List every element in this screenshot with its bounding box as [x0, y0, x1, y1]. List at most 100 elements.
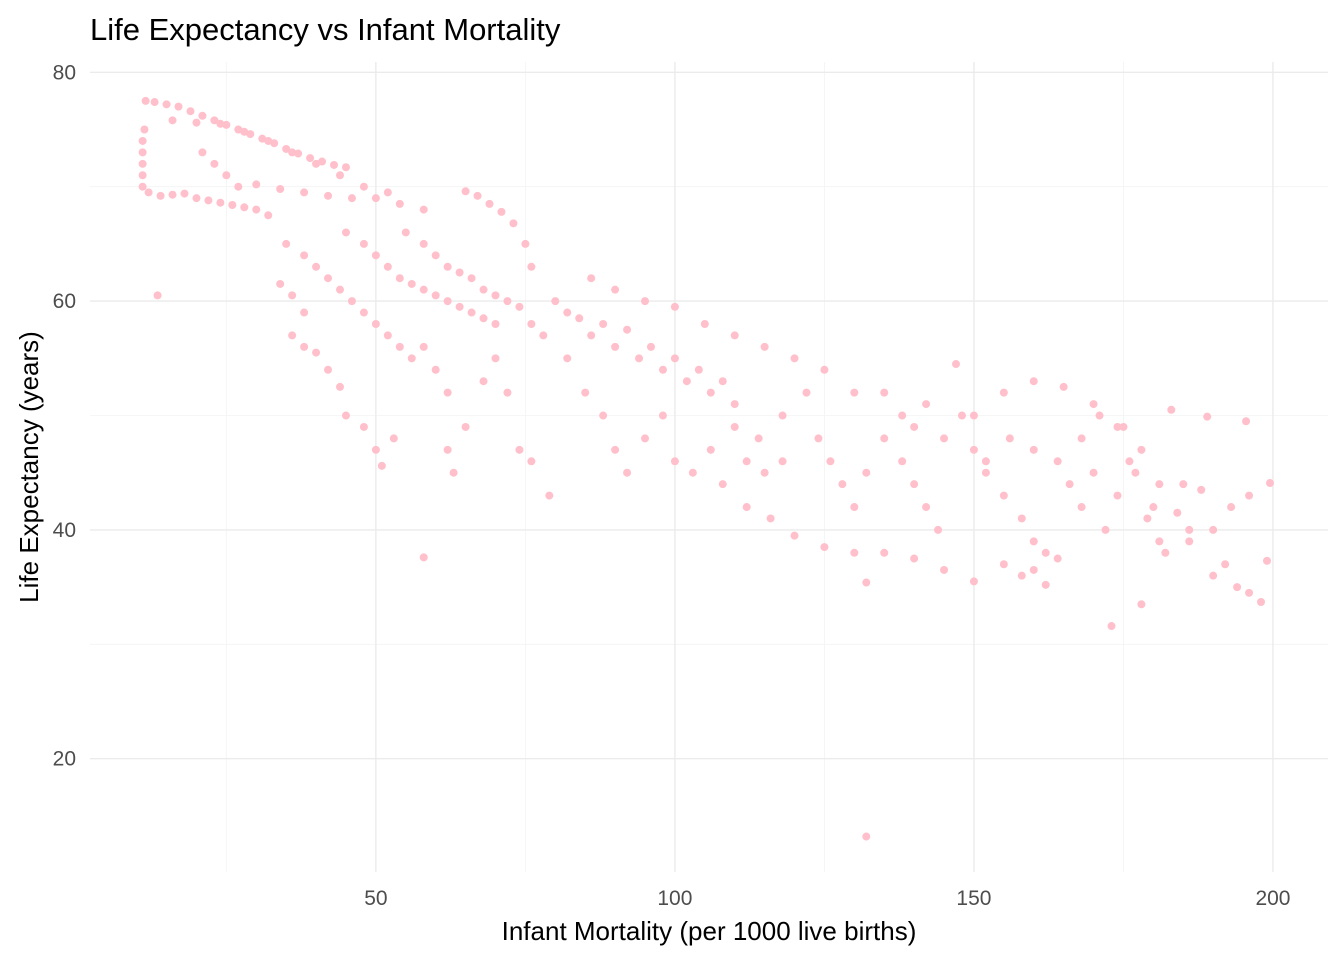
data-point [898, 411, 907, 420]
data-point [670, 457, 679, 466]
data-point [300, 251, 309, 260]
data-point [1119, 422, 1128, 431]
data-point [153, 291, 162, 300]
grid [90, 62, 1328, 872]
data-point [1185, 525, 1194, 534]
data-point [551, 297, 560, 306]
data-point [999, 491, 1008, 500]
data-point [706, 388, 715, 397]
data-point [1089, 468, 1098, 477]
data-point [371, 251, 380, 260]
data-point [910, 554, 919, 563]
data-point [204, 196, 213, 205]
data-point [1233, 583, 1242, 592]
data-point [981, 468, 990, 477]
data-point [359, 239, 368, 248]
data-point [443, 445, 452, 454]
data-point [742, 503, 751, 512]
data-point [168, 190, 177, 199]
data-point [730, 400, 739, 409]
data-point [479, 285, 488, 294]
data-point [1017, 514, 1026, 523]
data-point [240, 127, 249, 136]
data-point [1101, 525, 1110, 534]
data-point [282, 239, 291, 248]
x-axis-title: Infant Mortality (per 1000 live births) [502, 916, 917, 946]
data-point [294, 149, 303, 158]
data-point [1185, 537, 1194, 546]
data-point [395, 274, 404, 283]
data-point [431, 365, 440, 374]
data-point [276, 184, 285, 193]
data-point [623, 468, 632, 477]
data-point [330, 160, 339, 169]
data-point [1179, 480, 1188, 489]
data-point [999, 560, 1008, 569]
data-point [306, 154, 315, 163]
data-point [802, 388, 811, 397]
data-point [401, 228, 410, 237]
data-point [491, 319, 500, 328]
data-point [264, 211, 273, 220]
data-point [443, 297, 452, 306]
data-point [174, 102, 183, 111]
data-point [623, 325, 632, 334]
data-point [545, 491, 554, 500]
data-point [461, 422, 470, 431]
data-point [922, 400, 931, 409]
data-point [521, 239, 530, 248]
data-point [509, 219, 518, 228]
data-point [210, 159, 219, 168]
data-point [288, 291, 297, 300]
data-point [1113, 491, 1122, 500]
data-point [641, 434, 650, 443]
data-point [216, 119, 225, 128]
y-tick-label: 20 [53, 748, 76, 771]
data-point [461, 187, 470, 196]
chart-title: Life Expectancy vs Infant Mortality [90, 12, 561, 47]
data-point [670, 354, 679, 363]
data-point [467, 274, 476, 283]
data-point [826, 457, 835, 466]
x-tick-label: 150 [956, 887, 991, 910]
data-point [300, 342, 309, 351]
data-point [312, 262, 321, 271]
data-point [491, 354, 500, 363]
data-point [1155, 480, 1164, 489]
data-point [838, 480, 847, 489]
data-point [156, 191, 165, 200]
data-point [969, 577, 978, 586]
data-point [760, 468, 769, 477]
data-point [389, 434, 398, 443]
data-point [455, 302, 464, 311]
data-point [862, 468, 871, 477]
data-point [1137, 445, 1146, 454]
y-tick-label: 40 [53, 519, 76, 542]
data-point [252, 180, 261, 189]
data-point [168, 116, 177, 125]
data-point [141, 96, 150, 105]
data-point [1227, 503, 1236, 512]
data-point [814, 434, 823, 443]
data-point [575, 314, 584, 323]
data-point [754, 434, 763, 443]
data-point [1041, 548, 1050, 557]
data-point [1095, 411, 1104, 420]
data-point [371, 194, 380, 203]
data-point [1203, 412, 1212, 421]
data-point [1113, 422, 1122, 431]
data-point [760, 342, 769, 351]
data-point [766, 514, 775, 523]
data-point [700, 319, 709, 328]
data-point [1167, 405, 1176, 414]
data-point [1262, 556, 1271, 565]
data-point [587, 331, 596, 340]
data-point [1041, 580, 1050, 589]
data-point [1245, 588, 1254, 597]
data-point [150, 98, 159, 107]
data-point [371, 445, 380, 454]
data-point [910, 480, 919, 489]
data-point [646, 342, 655, 351]
data-point [140, 125, 149, 134]
data-point [138, 159, 147, 168]
